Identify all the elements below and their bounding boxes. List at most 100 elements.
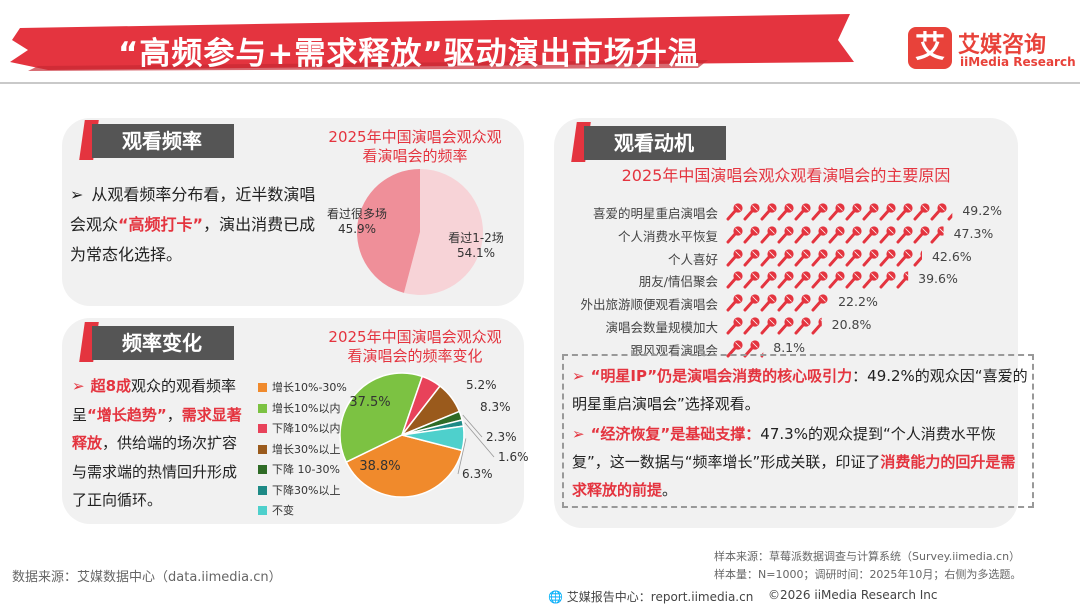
logo-icon: 艾 [908,27,952,69]
microphone-icon [777,203,794,221]
microphone-icon [879,271,896,289]
legend-item: 增长30%以上 [258,440,347,461]
microphone-icon [862,226,879,244]
microphone-icon [830,295,833,311]
footer-report-link[interactable]: 🌐 艾媒报告中心：report.iimedia.cn [548,590,754,604]
microphone-icon [726,271,743,289]
page-title: “高频参与+需求释放”驱动演出市场升温 [118,36,700,72]
microphone-icon [743,294,760,312]
arrow-bullet-icon: ➢ [572,367,585,385]
microphone-icon [845,203,862,221]
pie2-value-label: 8.3% [480,400,511,414]
legend-item: 增长10%以内 [258,399,347,420]
microphone-icon [794,317,811,335]
motive-point-2: ➢ “经济恢复”是基础支撑：47.3%的观众提到“个人消费水平恢复”，这一数据与“… [572,425,1016,499]
microphone-icon [879,226,896,244]
change-bullet: ➢ 超8成观众的观看频率呈“增长趋势”，需求显著释放，供给端的场次扩容与需求端的热… [72,377,242,509]
microphone-icon [794,294,811,312]
legend-item: 下降 10-30% [258,460,347,481]
microphone-icon [811,294,828,312]
header-divider [0,82,1080,84]
pie2-value-label: 1.6% [498,450,529,464]
footer-copyright: ©2026 iiMedia Research Inc [768,588,938,602]
microphone-icon [930,203,947,221]
microphone-icon [828,203,845,221]
bar-value-label: 22.2% [838,294,878,310]
bar-microphone-row [726,226,944,244]
microphone-icon [743,203,760,221]
microphone-icon [726,294,743,312]
microphone-icon [879,203,896,221]
microphone-icon [777,226,794,244]
motive-point-1: ➢ “明星IP”仍是演唱会消费的核心吸引力：49.2%的观众因“喜爱的明星重启演唱… [572,367,1028,413]
bar-microphone-row [726,248,922,267]
microphone-icon [811,226,828,244]
microphone-icon [913,226,930,244]
pie2-slice [401,425,465,452]
pie1-label-many: 看过很多场 45.9% [326,207,387,236]
legend-swatch [258,383,267,392]
legend-item: 下降10%以内 [258,419,347,440]
microphone-icon [760,271,777,289]
microphone-icon [811,271,828,289]
arrow-bullet-icon: ➢ [572,425,585,443]
legend-swatch [258,444,267,454]
microphone-icon [896,271,909,289]
microphone-icon [743,248,760,267]
microphone-icon [777,271,794,289]
bar-value-label: 39.6% [918,271,958,287]
footer-data-source: 数据来源：艾媒数据中心（data.iimedia.cn） [12,570,282,585]
chart-title-frequency: 2025年中国演唱会观众观看演唱会的频率 [328,128,502,165]
microphone-icon [777,248,794,267]
microphone-icon [794,226,811,244]
microphone-icon [760,203,777,221]
microphone-icon [896,248,913,267]
globe-icon: 🌐 [548,590,563,604]
bar-category-label: 喜爱的明星重启演唱会 [592,206,718,221]
microphone-icon [879,248,896,267]
bar-category-label: 朋友/情侣聚会 [638,274,718,290]
pie2-slice [339,372,424,464]
pie2-leader-line [462,414,483,438]
microphone-icon [777,317,794,335]
legend-item: 下降30%以上 [258,481,347,502]
microphone-icon [726,317,743,335]
bar-category-label: 个人消费水平恢复 [617,228,718,244]
microphone-icon [828,271,845,289]
microphone-icon [845,271,862,289]
logo-name-cn: 艾媒咨询 [958,33,1047,58]
pie-chart-change: 38.8% 37.5% 5.2% 8.3% 2.3% 1.6% 6.3% [339,372,529,498]
header-brush-banner [10,14,854,71]
arrow-bullet-icon: ➢ [70,185,84,204]
microphone-icon [862,203,879,221]
microphone-icon [811,203,828,221]
bar-value-label: 8.1% [773,339,806,355]
legend-swatch [258,465,267,474]
bar-microphone-row [726,317,822,335]
microphone-icon [947,213,953,221]
bar-value-label: 49.2% [962,203,1003,218]
frequency-bullet: ➢ 从观看频率分布看，近半数演唱会观众“高频打卡”，演出消费已成为常态化选择。 [70,185,316,264]
microphone-icon [811,317,822,335]
bar-microphone-row [726,271,909,289]
pie1-slice [403,169,483,295]
pie2-value-label: 5.2% [466,378,497,392]
microphone-icon [896,203,913,221]
microphone-icon [828,226,845,244]
pie2-legend: 增长10%-30% 增长10%以内 下降10%以内 增长30%以上 下降 10-30% 下… [258,378,347,522]
bar-value-label: 47.3% [953,225,994,241]
microphone-icon [743,317,760,335]
microphone-icon [794,248,811,267]
chart-title-motive: 2025年中国演唱会观众观看演唱会的主要原因 [621,166,951,185]
bar-category-label: 个人喜好 [667,251,718,267]
microphone-icon [777,294,794,312]
microphone-icon [794,203,811,221]
section-tag-frequency: 观看频率 [92,124,234,158]
microphone-icon [913,203,930,221]
legend-item: 增长10%-30% [258,378,347,399]
microphone-icon [862,248,879,267]
microphone-icon [930,226,944,244]
microphone-icon [845,226,862,244]
pie1-label-few: 看过1-2场 54.1% [448,231,504,260]
bar-microphone-row [726,203,953,221]
